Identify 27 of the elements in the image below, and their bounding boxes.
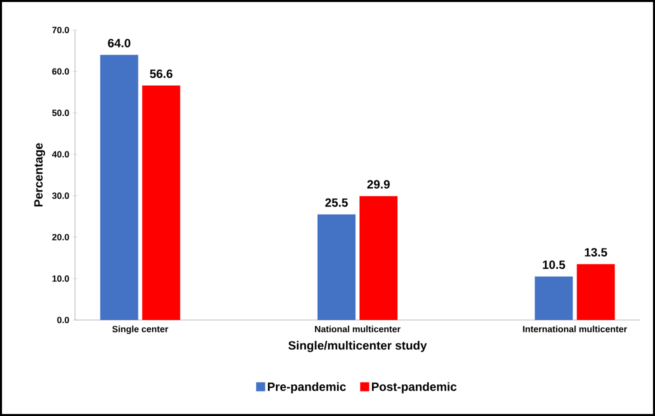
x-tick-label: International multicenter	[523, 326, 627, 332]
y-tick-label: 30.0	[52, 192, 69, 199]
y-tick-label: 20.0	[52, 234, 69, 240]
legend-label: Pre-pandemic	[268, 382, 346, 394]
y-tick-label: 10.0	[52, 275, 69, 282]
y-tick-label: 70.0	[52, 26, 69, 34]
data-label: 25.5	[325, 198, 348, 207]
bar	[576, 264, 615, 320]
y-tick-label: 0.0	[57, 316, 69, 324]
data-label: 29.9	[367, 180, 390, 189]
data-label: 56.6	[150, 70, 172, 78]
legend-label: Post-pandemic	[372, 382, 457, 394]
x-tick-label: Single center	[112, 326, 168, 334]
bar	[534, 276, 573, 320]
y-axis-title: Percentage	[34, 143, 46, 206]
data-label: 10.5	[542, 260, 566, 269]
y-tick-label: 40.0	[52, 151, 69, 158]
x-tick-label: National multicenter	[315, 326, 400, 332]
data-label: 64.0	[108, 38, 130, 48]
bar	[100, 54, 138, 320]
y-tick-label: 60.0	[52, 68, 69, 75]
y-tick-label: 50.0	[52, 110, 69, 116]
bar	[360, 196, 398, 320]
bar	[318, 214, 356, 320]
bar	[142, 86, 180, 320]
x-axis-title: Single/multicenter study	[288, 340, 427, 352]
data-label: 13.5	[584, 248, 608, 257]
